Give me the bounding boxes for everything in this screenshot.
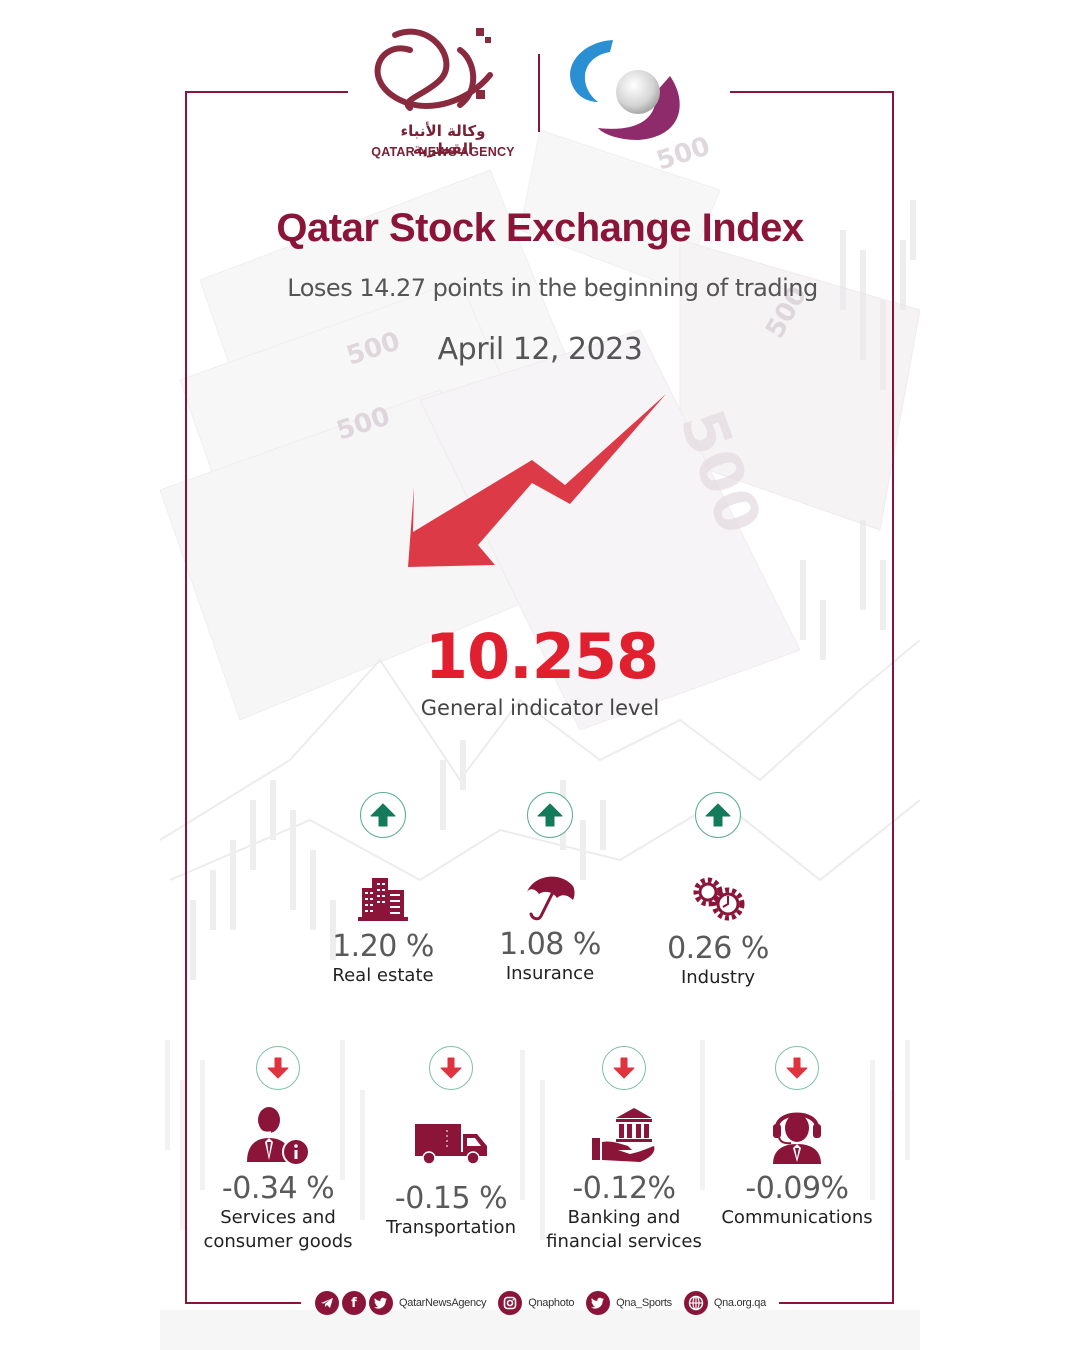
down-arrow-badge	[775, 1046, 819, 1090]
sector-label-line1: Banking and	[567, 1207, 681, 1228]
sector-insurance: 1.08 % Insurance	[460, 792, 640, 986]
instagram-handle-link[interactable]: Qnaphoto	[528, 1297, 575, 1309]
down-arrow-badge	[429, 1046, 473, 1090]
sector-label: Industry	[680, 967, 756, 988]
up-arrow-badge	[360, 792, 406, 838]
trend-down-arrow-icon	[408, 394, 666, 567]
qna-name-english: QATAR NEWS AGENCY	[371, 145, 515, 159]
frame-top-right	[730, 91, 894, 93]
index-value: 10.258	[424, 620, 659, 693]
frame-bottom-right	[779, 1302, 894, 1304]
sector-change-pct: 1.08 %	[499, 927, 601, 962]
sector-change-pct: 0.26 %	[667, 931, 769, 966]
frame-top-left	[185, 91, 348, 93]
sector-label-line2: consumer goods	[203, 1231, 353, 1252]
qna-name-arabic: وكالة الأنباء القطرية	[400, 122, 486, 158]
headset-agent-icon	[707, 1110, 887, 1166]
sector-real-estate: 1.20 % Real estate	[293, 792, 473, 988]
footer-social-bar: f QatarNewsAgency Qnaphoto Qna_Sports Qn…	[315, 1290, 778, 1316]
sector-label: Real estate	[332, 965, 434, 986]
sector-industry: 0.26 % Industry	[628, 792, 808, 990]
sector-change-pct: -0.12%	[572, 1171, 676, 1206]
frame-bottom-left	[185, 1302, 301, 1304]
website-link[interactable]: Qna.org.qa	[713, 1297, 766, 1309]
truck-icon	[361, 1110, 541, 1166]
service-agent-info-icon	[188, 1107, 368, 1166]
up-arrow-badge	[527, 792, 573, 838]
page-title: Qatar Stock Exchange Index	[276, 206, 804, 250]
arrow-down-icon	[440, 1057, 462, 1079]
sector-banking-financial: -0.12% Banking and financial services	[534, 1046, 714, 1254]
arrow-down-icon	[267, 1057, 289, 1079]
frame-right	[892, 91, 894, 1304]
bank-hand-icon	[534, 1108, 714, 1166]
sector-label-line1: Communications	[721, 1207, 873, 1228]
sector-label-line1: Transportation	[386, 1217, 516, 1238]
twitter-handle-link[interactable]: QatarNewsAgency	[399, 1297, 487, 1309]
arrow-down-icon	[613, 1057, 635, 1079]
index-label: General indicator level	[420, 696, 660, 720]
logo-divider	[538, 54, 540, 132]
frame-left	[185, 91, 187, 1304]
umbrella-icon	[460, 866, 640, 922]
arrow-up-icon	[537, 803, 563, 827]
instagram-icon[interactable]	[498, 1291, 523, 1315]
twitter-icon[interactable]	[369, 1291, 393, 1315]
down-arrow-badge	[256, 1046, 300, 1090]
header-logos: وكالة الأنباء القطرية QATAR NEWS AGENCY	[340, 20, 740, 170]
sector-label: Insurance	[505, 963, 595, 984]
qna-logo-icon	[374, 28, 493, 111]
headline-subtitle: Loses 14.27 points in the beginning of t…	[287, 274, 818, 302]
down-arrow-badge	[602, 1046, 646, 1090]
up-arrow-badge	[695, 792, 741, 838]
sector-change-pct: -0.15 %	[394, 1181, 508, 1216]
globe-icon[interactable]	[683, 1291, 708, 1315]
tv-channel-logo-icon	[570, 40, 680, 140]
telegram-icon[interactable]	[315, 1291, 339, 1315]
building-icon	[293, 866, 473, 922]
sector-change-pct: 1.20 %	[332, 929, 434, 964]
arrow-up-icon	[370, 803, 396, 827]
facebook-icon[interactable]: f	[342, 1291, 366, 1315]
sector-transportation: -0.15 % Transportation	[361, 1046, 541, 1240]
sports-twitter-handle-link[interactable]: Qna_Sports	[616, 1297, 672, 1309]
sector-change-pct: -0.09%	[745, 1171, 849, 1206]
sector-label-line2: financial services	[546, 1231, 702, 1252]
gears-icon	[628, 866, 808, 922]
sector-communications: -0.09% Communications	[707, 1046, 887, 1230]
sector-services-consumer-goods: -0.34 % Services and consumer goods	[188, 1046, 368, 1254]
arrow-up-icon	[705, 803, 731, 827]
sector-change-pct: -0.34 %	[221, 1171, 335, 1206]
headline-date: April 12, 2023	[437, 332, 643, 367]
arrow-down-icon	[786, 1057, 808, 1079]
sector-label-line1: Services and	[220, 1207, 336, 1228]
twitter-icon[interactable]	[586, 1291, 611, 1315]
